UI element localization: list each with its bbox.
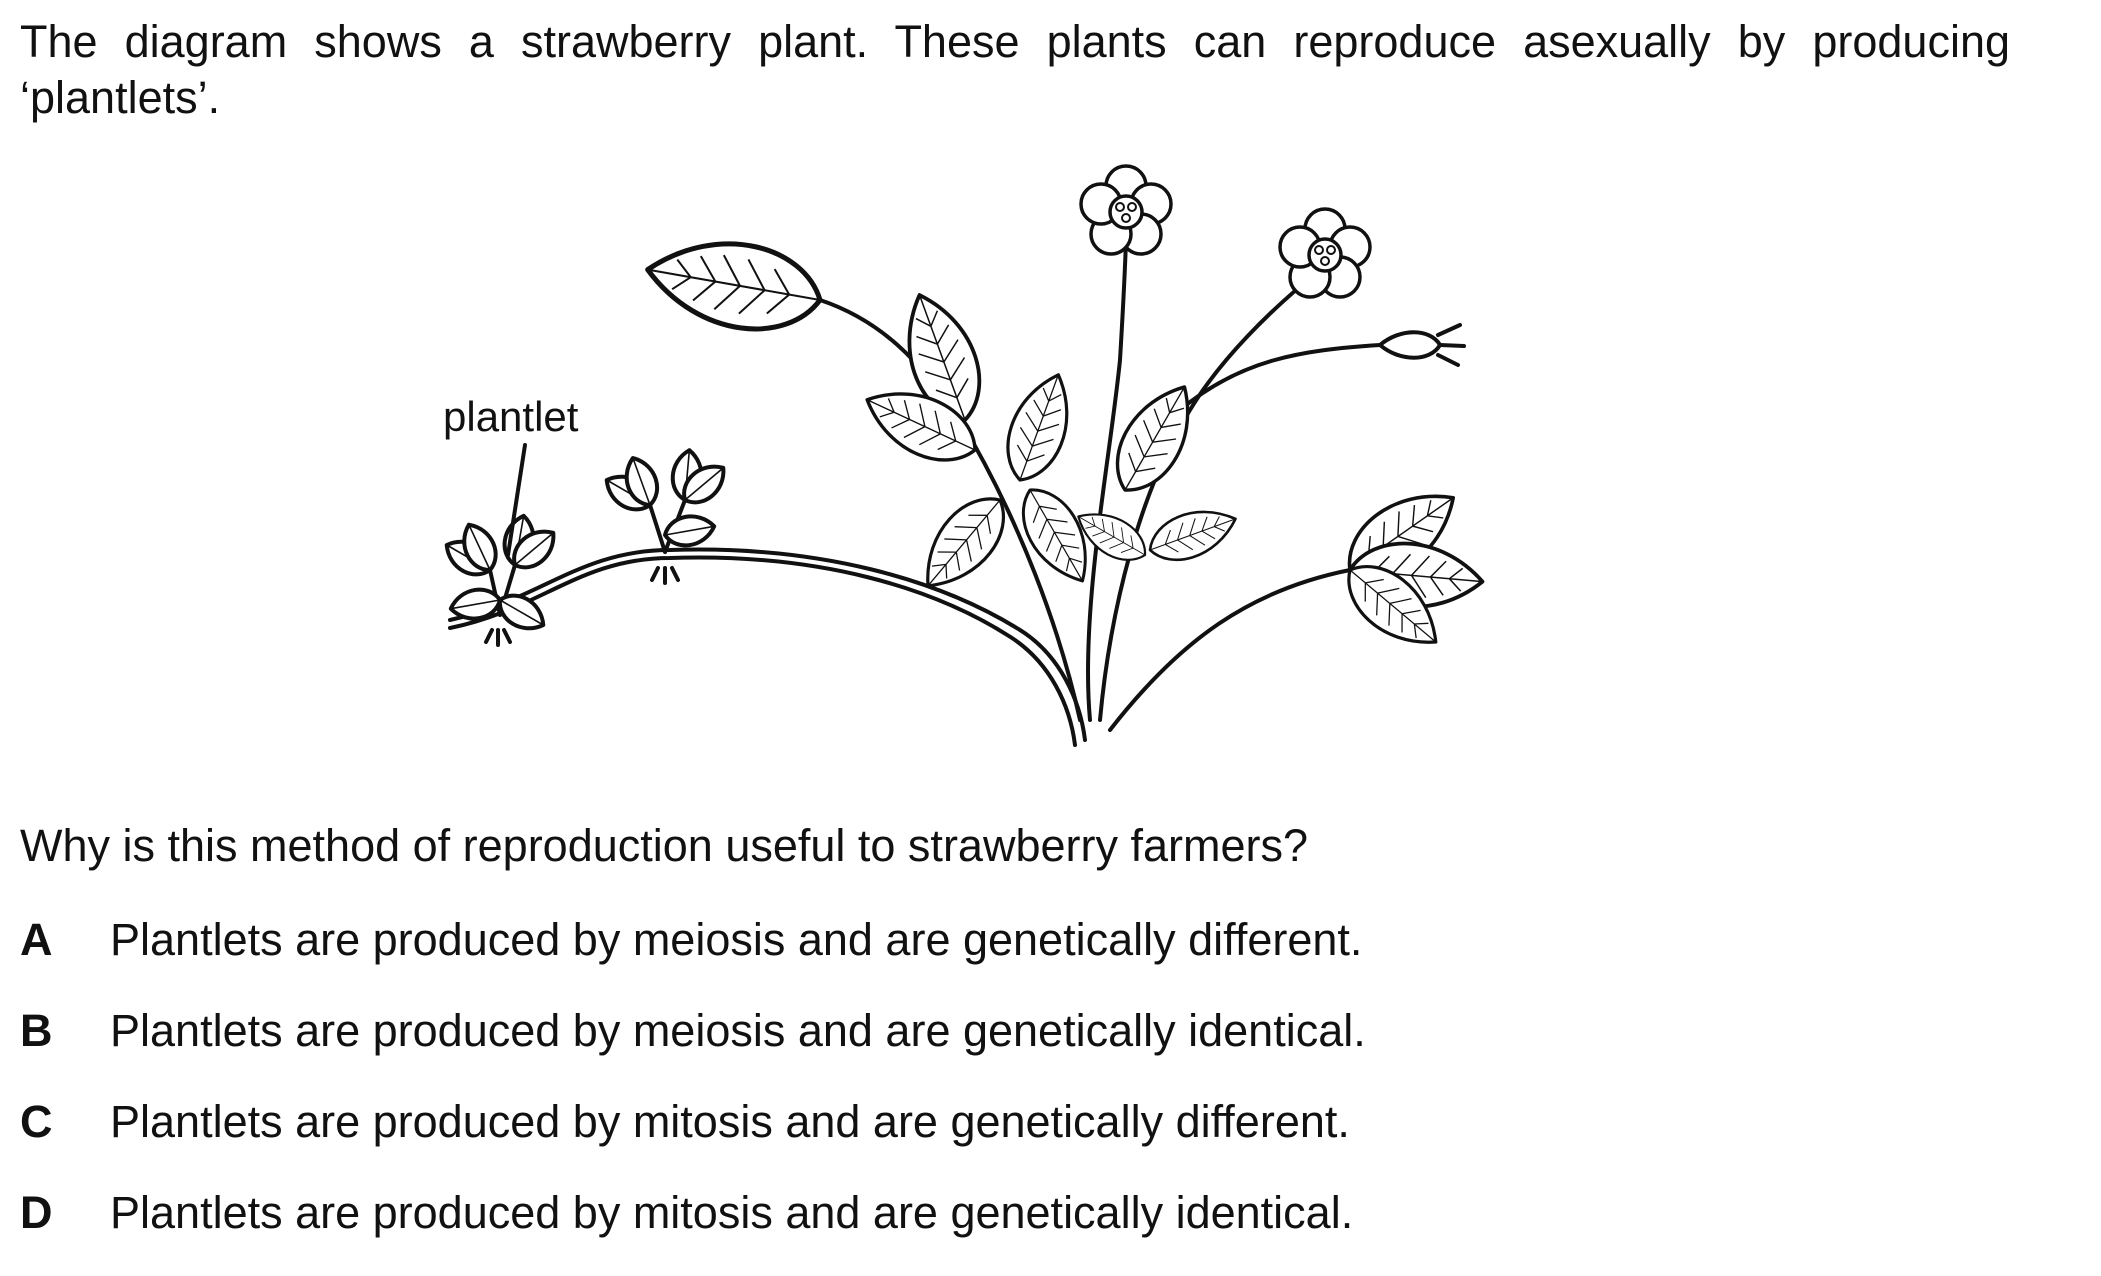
flower-center <box>1079 164 1173 256</box>
option-letter: A <box>20 914 53 965</box>
flower-right <box>1278 207 1372 299</box>
plantlet-left <box>437 511 565 647</box>
strawberry-plant-illustration <box>437 164 1488 747</box>
leaf-top-left <box>640 229 827 341</box>
leaf-right-small <box>1141 497 1245 572</box>
plantlet-right <box>597 446 735 585</box>
option-text: Plantlets are produced by meiosis and ar… <box>110 914 1363 965</box>
option-letter: C <box>20 1096 53 1147</box>
strawberry-plant-diagram <box>420 160 1530 770</box>
intro-text: The diagram shows a strawberry plant. Th… <box>20 16 2010 123</box>
question-prompt: Why is this method of reproduction usefu… <box>20 820 1309 871</box>
plantlet-pointer-line <box>506 443 527 557</box>
leaf-mid-center <box>993 364 1085 491</box>
option-text: Plantlets are produced by mitosis and ar… <box>110 1096 1350 1147</box>
option-letter: D <box>20 1187 53 1238</box>
option-text: Plantlets are produced by meiosis and ar… <box>110 1005 1366 1056</box>
option-text: Plantlets are produced by mitosis and ar… <box>110 1187 1354 1238</box>
flower-bud <box>1378 330 1442 360</box>
option-letter: B <box>20 1005 53 1056</box>
plantlet-label: plantlet <box>443 393 579 440</box>
